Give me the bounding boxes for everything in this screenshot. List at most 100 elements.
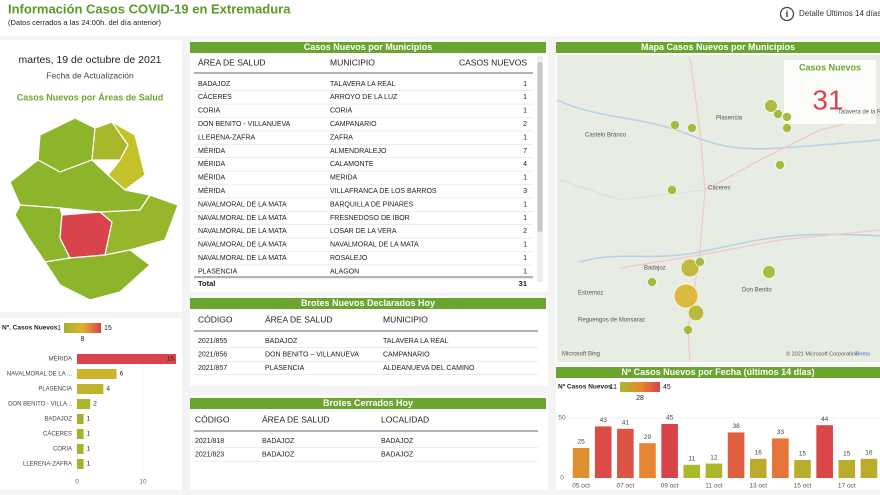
map-bubble[interactable] xyxy=(696,258,705,267)
table-cell: BADAJOZ xyxy=(381,451,414,458)
page-title: Información Casos COVID-19 en Extremadur… xyxy=(8,1,291,16)
bar xyxy=(794,460,811,478)
total-value: 31 xyxy=(519,279,527,288)
map-bubble[interactable] xyxy=(684,326,693,335)
bar xyxy=(683,465,700,478)
place-label: Cáceres xyxy=(708,186,730,192)
bar xyxy=(77,354,176,364)
map-bubble[interactable] xyxy=(668,186,677,195)
map-bubble[interactable] xyxy=(688,305,704,321)
value-label: 25 xyxy=(577,439,585,446)
table-cell: ZAFRA xyxy=(330,134,353,141)
table-cell: BADAJOZ xyxy=(265,338,298,345)
table-cell: CAMPANARIO xyxy=(383,351,430,358)
table-cell: NAVALMORAL DE LA MATA xyxy=(198,215,287,222)
bar xyxy=(77,384,103,394)
table-cell: 1 xyxy=(523,242,527,249)
bar xyxy=(617,429,634,478)
y-tick-label: CORIA xyxy=(53,447,72,453)
bar xyxy=(77,444,84,454)
bar xyxy=(750,459,767,478)
map-card-label: Casos Nuevos xyxy=(799,62,861,72)
table-cell: TALAVERA LA REAL xyxy=(330,81,396,88)
map-bubble[interactable] xyxy=(765,100,778,113)
map-bubble[interactable] xyxy=(763,266,776,279)
bar xyxy=(816,425,833,478)
value-label: 43 xyxy=(600,417,608,424)
x-tick-label: 09 oct xyxy=(661,483,679,490)
map-bubble[interactable] xyxy=(688,124,697,133)
x-tick-label: 11 oct xyxy=(705,483,722,490)
table-cell: MÉRIDA xyxy=(198,146,226,155)
table-cell: ARROYO DE LA LUZ xyxy=(330,94,398,101)
value-label: 41 xyxy=(622,420,630,427)
map-bubble[interactable] xyxy=(648,278,657,287)
table-cell: MERIDA xyxy=(330,175,358,182)
table-cell: 1 xyxy=(523,108,527,115)
map-brand: Microsoft Bing xyxy=(562,352,600,358)
place-label: Reguengos de Monsaraz xyxy=(578,318,645,324)
table-cell: PLASENCIA xyxy=(265,365,305,372)
table-cell: MÉRIDA xyxy=(198,186,226,195)
y-tick-label: CÁCERES xyxy=(43,431,72,438)
map-bubble[interactable] xyxy=(671,121,680,130)
bar xyxy=(77,369,117,379)
bar xyxy=(77,414,84,424)
column-header: ÁREA DE SALUD xyxy=(198,57,266,67)
legend-max: 45 xyxy=(663,384,671,391)
table-cell: 1 xyxy=(523,134,527,141)
x-tick-label: 15 oct xyxy=(794,483,812,490)
municipios-title: Casos Nuevos por Municipios xyxy=(304,42,433,52)
value-label: 45 xyxy=(666,415,674,422)
scrollbar-thumb[interactable] xyxy=(538,62,543,232)
value-label: 1 xyxy=(87,461,91,468)
column-header: ÁREA DE SALUD xyxy=(262,414,330,424)
table-cell: DON BENITO – VILLANUEVA xyxy=(265,351,359,358)
table-cell: CORIA xyxy=(330,108,353,115)
table-cell: NAVALMORAL DE LA MATA xyxy=(198,242,287,249)
table-cell: 1 xyxy=(523,268,527,275)
map-bubble[interactable] xyxy=(783,113,792,122)
column-header: MUNICIPIO xyxy=(383,314,428,324)
y-tick-label: NAVALMORAL DE LA ... xyxy=(7,372,73,378)
map-bubble[interactable] xyxy=(674,284,698,308)
map-attribution: © 2021 Microsoft Corporation xyxy=(786,350,858,357)
column-header: CASOS NUEVOS xyxy=(459,57,527,67)
areas-map-title: Casos Nuevos por Áreas de Salud xyxy=(17,92,164,102)
map-bubble[interactable] xyxy=(783,124,792,133)
table-cell: BADAJOZ xyxy=(262,451,295,458)
table-cell: CORIA xyxy=(198,108,221,115)
place-label: Estremoz xyxy=(578,291,603,297)
place-label: Badajoz xyxy=(644,266,666,272)
x-tick-label: 0 xyxy=(75,479,79,486)
legend-max: 15 xyxy=(104,325,112,332)
brotes-cerrados-panel xyxy=(190,396,548,490)
table-cell: ALDEANUEVA DEL CAMINO xyxy=(383,365,475,372)
value-label: 29 xyxy=(644,434,652,441)
bar xyxy=(77,429,84,439)
table-cell: ALMENDRALEJO xyxy=(330,148,387,155)
y-tick-label: PLASENCIA xyxy=(38,387,72,393)
x-tick-label: 10 xyxy=(139,479,147,486)
place-label: Talavera de la Reina xyxy=(838,110,880,116)
y-tick-label: 50 xyxy=(558,415,566,422)
legend-gradient xyxy=(620,382,660,392)
value-label: 1 xyxy=(87,431,91,438)
table-cell: TALAVERA LA REAL xyxy=(383,338,449,345)
column-header: MUNICIPIO xyxy=(330,57,375,67)
detail-link-text[interactable]: Detalle Últimos 14 días xyxy=(799,9,880,18)
table-cell: DON BENITO - VILLANUEVA xyxy=(198,121,291,128)
table-cell: LOSAR DE LA VERA xyxy=(330,228,397,235)
map-terms[interactable]: Terms xyxy=(855,351,870,357)
value-label: 4 xyxy=(106,386,110,393)
table-cell: 1 xyxy=(523,175,527,182)
map-bubble[interactable] xyxy=(776,161,785,170)
value-label: 33 xyxy=(777,429,785,436)
x-tick-label: 05 oct xyxy=(572,483,590,490)
x-tick-label: 07 oct xyxy=(616,483,634,490)
table-cell: 1 xyxy=(523,255,527,262)
table-cell: 1 xyxy=(523,201,527,208)
info-icon-glyph[interactable]: i xyxy=(786,9,789,19)
value-label: 2 xyxy=(93,401,97,408)
